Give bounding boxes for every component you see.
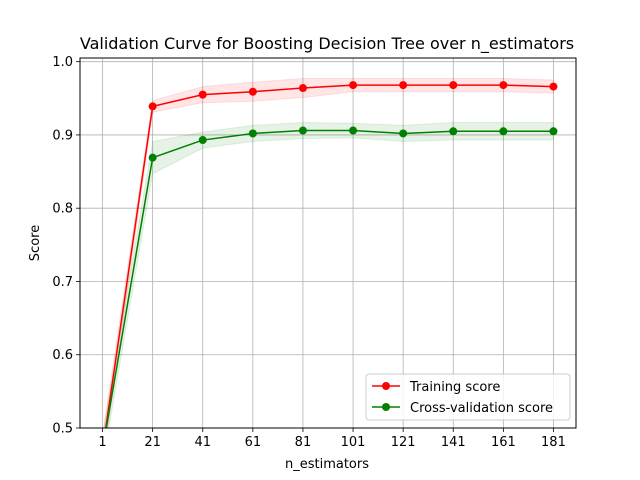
x-axis-title: n_estimators (285, 457, 369, 472)
data-point-1 (449, 127, 458, 136)
x-tick-label: 101 (341, 435, 366, 450)
data-point-1 (248, 129, 257, 138)
x-axis: 1 21 41 61 81 101 121 141 161 181 (98, 428, 566, 450)
std-band-0 (103, 78, 554, 428)
y-axis: 0.5 0.6 0.7 0.8 0.9 1.0 (52, 55, 80, 437)
series-lines (104, 81, 558, 428)
x-tick-label: 41 (194, 435, 211, 450)
std-bands (103, 78, 554, 428)
data-point-0 (148, 102, 157, 111)
grid (80, 58, 576, 429)
data-point-1 (499, 127, 508, 136)
data-point-0 (198, 90, 207, 99)
series-line-1 (105, 129, 554, 428)
y-tick-label: 0.9 (52, 128, 73, 143)
data-point-0 (499, 81, 508, 90)
data-point-0 (399, 81, 408, 90)
x-tick-label: 61 (245, 435, 262, 450)
x-tick-label: 181 (541, 435, 566, 450)
x-tick-label: 121 (391, 435, 416, 450)
legend-marker-training (382, 382, 390, 390)
data-point-1 (198, 136, 207, 145)
y-tick-label: 0.6 (52, 348, 73, 363)
series-line-0 (104, 84, 554, 428)
data-point-1 (148, 153, 157, 162)
x-tick-label: 21 (144, 435, 161, 450)
data-point-0 (549, 82, 558, 91)
std-band-1 (103, 121, 554, 428)
x-tick-label: 161 (491, 435, 516, 450)
data-point-0 (349, 81, 358, 90)
x-tick-label: 141 (441, 435, 466, 450)
y-tick-label: 1.0 (52, 55, 73, 70)
y-axis-title: Score (28, 225, 43, 261)
legend: Training score Cross-validation score (365, 373, 571, 421)
legend-label-cv: Cross-validation score (410, 401, 553, 416)
data-point-0 (248, 87, 257, 96)
data-point-1 (298, 126, 307, 135)
legend-label-training: Training score (409, 380, 500, 395)
data-point-1 (399, 129, 408, 138)
data-point-0 (449, 81, 458, 90)
data-point-0 (298, 84, 307, 93)
plot-frame (79, 57, 577, 429)
legend-box (365, 373, 571, 421)
x-tick-label: 1 (98, 435, 106, 450)
y-tick-label: 0.7 (52, 275, 73, 290)
data-point-1 (549, 127, 558, 136)
data-point-1 (349, 126, 358, 135)
y-tick-label: 0.5 (52, 422, 73, 437)
y-tick-label: 0.8 (52, 202, 73, 217)
chart-title: Validation Curve for Boosting Decision T… (80, 34, 574, 54)
legend-marker-cv (382, 403, 390, 411)
x-tick-label: 81 (295, 435, 312, 450)
